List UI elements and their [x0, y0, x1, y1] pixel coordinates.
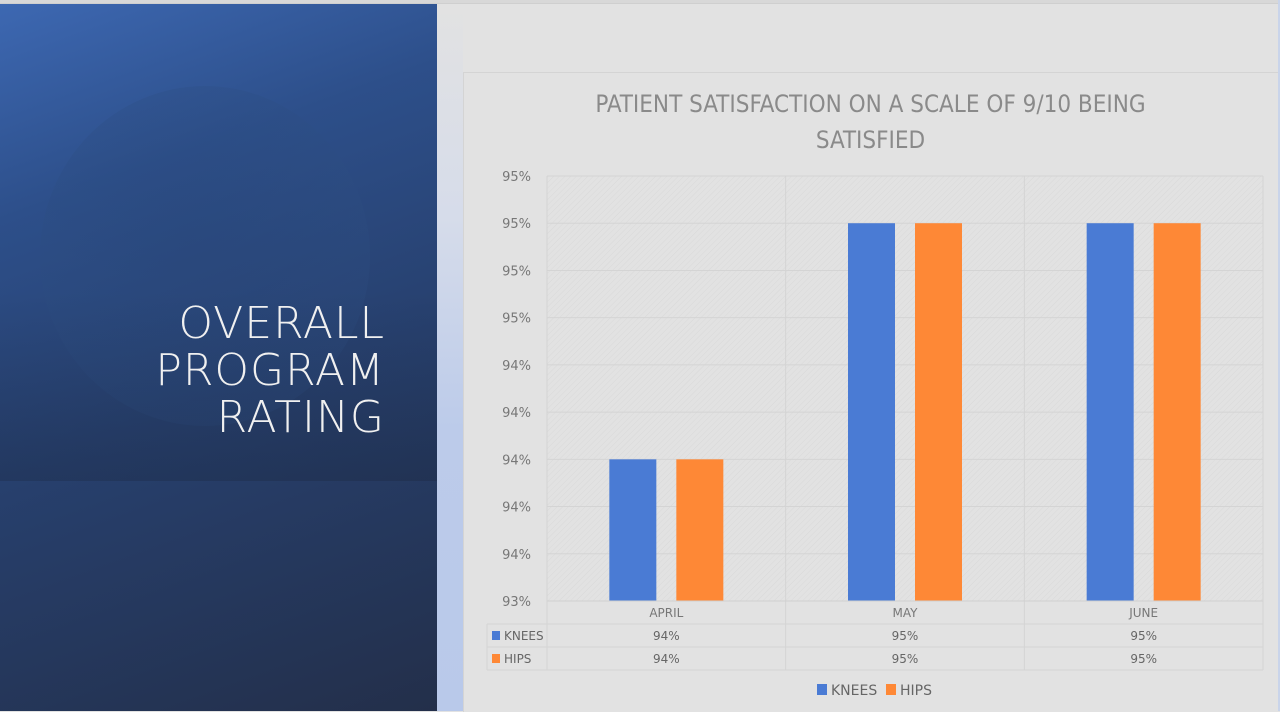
- chart-title-line: SATISFIED: [815, 126, 926, 154]
- y-tick-label: 94%: [502, 453, 531, 468]
- x-category-label: MAY: [893, 606, 919, 620]
- decorative-circle: [40, 86, 370, 426]
- legend-key-hips: [886, 684, 896, 695]
- table-series-label: HIPS: [504, 652, 531, 666]
- bar-knees-may: [848, 223, 895, 601]
- y-tick-label: 95%: [502, 217, 531, 232]
- table-legend-key: [492, 654, 500, 663]
- y-tick-label: 94%: [502, 501, 531, 516]
- slide-divider-strip: [437, 4, 463, 711]
- chart-title-line: PATIENT SATISFACTION ON A SCALE OF 9/10 …: [595, 90, 1146, 118]
- y-tick-label: 95%: [502, 170, 531, 185]
- y-tick-label: 95%: [502, 264, 531, 279]
- bar-hips-april: [676, 459, 724, 601]
- table-cell-value: 94%: [653, 652, 680, 666]
- legend-label-knees: KNEES: [831, 683, 877, 699]
- y-tick-label: 94%: [502, 406, 531, 421]
- slide-title-line: PROGRAM: [155, 345, 385, 396]
- y-tick-label: 93%: [502, 595, 531, 610]
- y-tick-label: 94%: [502, 548, 531, 563]
- bar-knees-june: [1086, 223, 1134, 601]
- plot-area: [547, 176, 1263, 601]
- table-cell-value: 95%: [1130, 652, 1157, 666]
- slide-title-line: OVERALL: [178, 298, 385, 349]
- table-cell-value: 95%: [892, 629, 919, 643]
- legend-key-knees: [817, 684, 827, 695]
- slide-title: OVERALL PROGRAM RATING: [155, 300, 385, 441]
- table-cell-value: 95%: [892, 652, 919, 666]
- decorative-band: [0, 4, 437, 481]
- chart-title[interactable]: PATIENT SATISFACTION ON A SCALE OF 9/10 …: [463, 86, 1278, 158]
- slide-title-line: RATING: [216, 392, 385, 443]
- y-tick-label: 95%: [502, 312, 531, 327]
- bar-knees-april: [609, 459, 657, 601]
- table-cell-value: 94%: [653, 629, 680, 643]
- right-edge: [1278, 0, 1280, 711]
- table-series-label: KNEES: [504, 629, 544, 643]
- x-category-label: APRIL: [649, 606, 683, 620]
- slide-title-panel: OVERALL PROGRAM RATING: [0, 4, 437, 711]
- y-tick-label: 94%: [502, 359, 531, 374]
- x-category-label: JUNE: [1128, 606, 1158, 620]
- table-legend-key: [492, 631, 500, 640]
- window-top-border: [0, 0, 1280, 4]
- legend-label-hips: HIPS: [900, 683, 932, 699]
- bar-hips-june: [1153, 223, 1201, 601]
- table-cell-value: 95%: [1130, 629, 1157, 643]
- bar-hips-may: [915, 223, 962, 601]
